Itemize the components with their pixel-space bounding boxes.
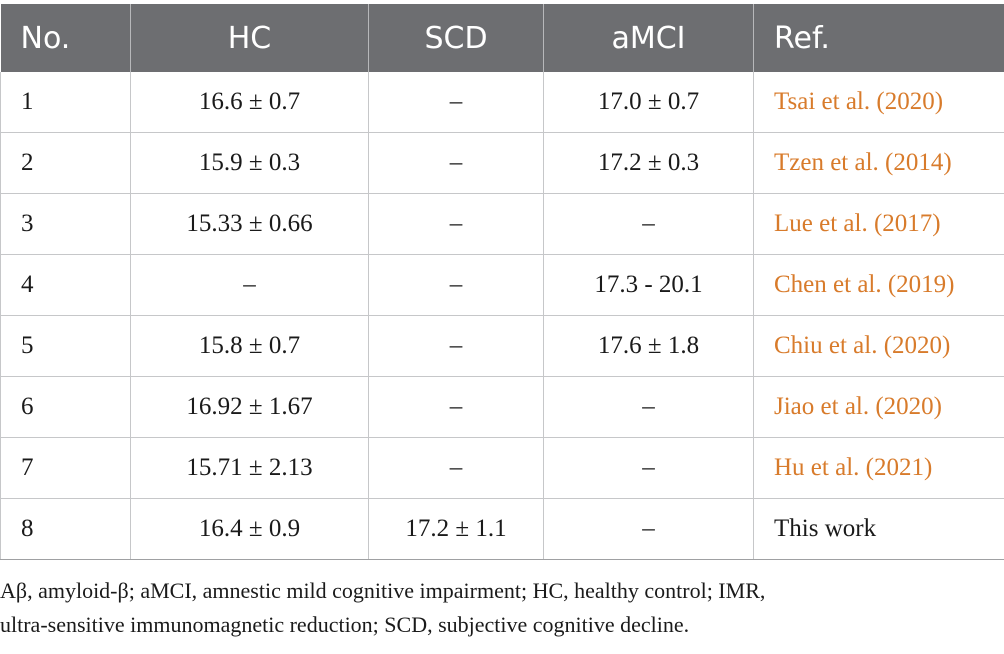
header-scd: SCD — [368, 4, 544, 72]
cell-amci: – — [543, 193, 754, 255]
reference-link[interactable]: Chiu et al. (2020) — [774, 332, 951, 359]
cell-no: 1 — [0, 72, 131, 133]
cell-hc: 16.92 ± 1.67 — [130, 376, 369, 438]
cell-hc: 15.8 ± 0.7 — [130, 315, 369, 377]
cell-scd: – — [368, 254, 544, 316]
table-row: 7 15.71 ± 2.13– – Hu et al. (2021) — [0, 437, 1004, 499]
cell-amci: – — [543, 376, 754, 438]
cell-ref: Chen et al. (2019) — [753, 254, 1004, 316]
table-header-row: No. HC SCD aMCI Ref. — [0, 4, 1004, 72]
cell-ref: Chiu et al. (2020) — [753, 315, 1004, 377]
cell-hc: – — [130, 254, 369, 316]
table-row: 6 16.92 ± 1.67– – Jiao et al. (2020) — [0, 376, 1004, 438]
table-body: 1 16.6 ± 0.7–17.0 ± 0.7 Tsai et al. (2020)… — [0, 72, 1004, 560]
cell-hc: 16.6 ± 0.7 — [130, 72, 369, 133]
reference-text: This work — [774, 515, 877, 542]
table-row: 3 15.33 ± 0.66– – Lue et al. (2017) — [0, 193, 1004, 255]
cell-scd: 17.2 ± 1.1 — [368, 498, 544, 560]
cell-hc: 15.9 ± 0.3 — [130, 132, 369, 194]
reference-link[interactable]: Chen et al. (2019) — [774, 271, 955, 298]
cell-no: 8 — [0, 498, 131, 560]
table-row: 1 16.6 ± 0.7–17.0 ± 0.7 Tsai et al. (2020) — [0, 72, 1004, 133]
cell-no: 6 — [0, 376, 131, 438]
cell-hc: 15.33 ± 0.66 — [130, 193, 369, 255]
header-no: No. — [0, 4, 131, 72]
cell-amci: – — [543, 437, 754, 499]
reference-link[interactable]: Tzen et al. (2014) — [774, 149, 952, 176]
cell-ref: Jiao et al. (2020) — [753, 376, 1004, 438]
footnote-line-2: ultra-sensitive immunomagnetic reduction… — [0, 612, 690, 637]
cell-no: 5 — [0, 315, 131, 377]
table-row: 2 15.9 ± 0.3–17.2 ± 0.3 Tzen et al. (2014) — [0, 132, 1004, 194]
cell-scd: – — [368, 376, 544, 438]
cell-amci: – — [543, 498, 754, 560]
cell-amci: 17.0 ± 0.7 — [543, 72, 754, 133]
cell-scd: – — [368, 437, 544, 499]
comparison-table: No. HC SCD aMCI Ref. 1 16.6 ± 0.7–17.0 ± … — [0, 4, 1004, 560]
cell-ref: Lue et al. (2017) — [753, 193, 1004, 255]
cell-hc: 16.4 ± 0.9 — [130, 498, 369, 560]
cell-ref: Hu et al. (2021) — [753, 437, 1004, 499]
cell-amci: 17.2 ± 0.3 — [543, 132, 754, 194]
reference-link[interactable]: Tsai et al. (2020) — [774, 88, 944, 115]
footnote-line-1: Aβ, amyloid-β; aMCI, amnestic mild cogni… — [0, 578, 766, 603]
cell-scd: – — [368, 132, 544, 194]
table-row: 8 16.4 ± 0.9 17.2 ± 1.1– This work — [0, 498, 1004, 560]
reference-link[interactable]: Lue et al. (2017) — [774, 210, 941, 237]
cell-no: 7 — [0, 437, 131, 499]
table-row: 5 15.8 ± 0.7–17.6 ± 1.8 Chiu et al. (2020) — [0, 315, 1004, 377]
cell-amci: 17.6 ± 1.8 — [543, 315, 754, 377]
table-footnote: Aβ, amyloid-β; aMCI, amnestic mild cogni… — [0, 574, 1004, 642]
header-hc: HC — [130, 4, 369, 72]
cell-no: 3 — [0, 193, 131, 255]
cell-amci: 17.3 - 20.1 — [543, 254, 754, 316]
table-row: 4– –17.3 - 20.1 Chen et al. (2019) — [0, 254, 1004, 316]
cell-ref: Tzen et al. (2014) — [753, 132, 1004, 194]
header-amci: aMCI — [543, 4, 754, 72]
cell-hc: 15.71 ± 2.13 — [130, 437, 369, 499]
header-ref: Ref. — [753, 4, 1004, 72]
cell-scd: – — [368, 72, 544, 133]
reference-link[interactable]: Jiao et al. (2020) — [774, 393, 943, 420]
reference-link[interactable]: Hu et al. (2021) — [774, 454, 933, 481]
cell-scd: – — [368, 193, 544, 255]
cell-ref: This work — [753, 498, 1004, 560]
cell-ref: Tsai et al. (2020) — [753, 72, 1004, 133]
cell-no: 2 — [0, 132, 131, 194]
cell-no: 4 — [0, 254, 131, 316]
cell-scd: – — [368, 315, 544, 377]
